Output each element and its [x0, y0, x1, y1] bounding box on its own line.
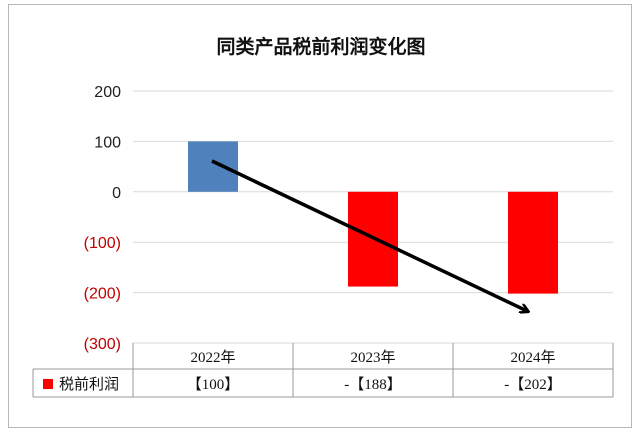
data-table-value: -【188】 — [344, 376, 402, 393]
y-tick-label: 100 — [94, 134, 121, 151]
chart-canvas: 同类产品税前利润变化图 200 100 0 (100) (200) (300) 2022年 2… — [32, 35, 614, 398]
y-tick-label: 200 — [94, 84, 121, 101]
legend-label: 税前利润 — [59, 376, 119, 393]
x-tick-label: 2023年 — [350, 349, 395, 366]
chart-title: 同类产品税前利润变化图 — [216, 35, 425, 58]
y-tick-label: (200) — [84, 286, 121, 303]
data-table-value: -【202】 — [504, 376, 562, 393]
y-tick-label: (300) — [84, 336, 121, 353]
bar — [188, 141, 238, 192]
x-tick-label: 2024年 — [510, 349, 555, 366]
trend-arrow — [211, 159, 527, 311]
legend-swatch — [43, 379, 53, 389]
bar — [508, 191, 558, 294]
y-tick-label: 0 — [112, 185, 121, 202]
y-tick-label: (100) — [84, 235, 121, 252]
chart: 同类产品税前利润变化图 200 100 0 (100) (200) (300) 2022年 2… — [8, 4, 632, 428]
x-tick-label: 2022年 — [190, 349, 235, 366]
data-table-value: 【100】 — [187, 376, 240, 393]
